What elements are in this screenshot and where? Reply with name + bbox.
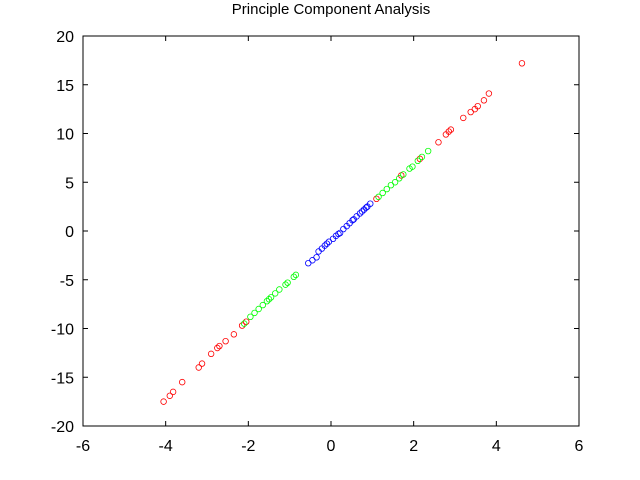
x-tick-label: -6 — [76, 438, 90, 455]
data-point — [349, 217, 356, 224]
data-point — [207, 350, 215, 358]
data-point — [305, 259, 312, 267]
data-point — [445, 128, 452, 135]
data-point — [424, 147, 432, 155]
data-point — [214, 344, 221, 352]
y-tick-label: -10 — [51, 322, 74, 339]
data-point — [480, 97, 488, 104]
data-point — [247, 313, 254, 320]
data-point — [350, 216, 357, 223]
data-point — [391, 179, 399, 186]
data-point — [284, 279, 291, 286]
data-point — [373, 195, 380, 203]
data-point — [447, 126, 455, 133]
plot-axes — [82, 35, 580, 427]
data-point — [358, 208, 366, 215]
x-tick-label: 0 — [327, 438, 336, 455]
data-point — [400, 171, 407, 178]
chart-title: Principle Component Analysis — [232, 1, 430, 18]
data-point — [340, 225, 347, 233]
series-2 — [305, 200, 374, 267]
data-point — [309, 257, 316, 264]
data-point — [216, 342, 223, 350]
data-point — [290, 273, 297, 281]
plot-frame — [82, 35, 580, 427]
data-point — [243, 318, 250, 325]
data-point — [367, 200, 374, 207]
data-point — [362, 204, 370, 211]
data-point — [409, 163, 416, 170]
data-point — [416, 155, 424, 163]
data-point — [222, 337, 229, 345]
y-tick-label: 0 — [65, 224, 74, 241]
data-point — [267, 294, 275, 301]
data-point — [474, 102, 481, 110]
data-point — [259, 301, 266, 309]
data-point — [169, 388, 177, 396]
data-point — [230, 331, 238, 338]
y-tick-label: -5 — [60, 273, 74, 290]
x-tick-label: -4 — [159, 438, 173, 455]
data-point — [265, 296, 273, 303]
data-point — [321, 242, 328, 249]
data-points — [160, 60, 526, 405]
data-point — [435, 139, 442, 146]
series-0 — [160, 60, 526, 405]
y-tick-label: -20 — [51, 419, 74, 436]
data-point — [467, 108, 474, 116]
data-point — [255, 305, 262, 313]
data-point — [379, 189, 386, 197]
data-point — [160, 398, 167, 405]
data-point — [166, 392, 173, 399]
data-point — [198, 360, 206, 367]
data-point — [292, 271, 300, 279]
data-point — [485, 90, 493, 97]
data-point — [387, 181, 395, 189]
data-point — [195, 364, 202, 371]
data-point — [282, 281, 289, 288]
data-point — [272, 290, 279, 297]
y-tick-label: 20 — [56, 29, 74, 46]
y-tick-label: 15 — [56, 78, 74, 95]
x-tick-label: 2 — [409, 438, 418, 455]
data-point — [238, 322, 246, 329]
data-point — [263, 298, 271, 305]
data-point — [460, 114, 467, 122]
data-point — [240, 320, 248, 327]
data-point — [178, 378, 186, 386]
data-point — [375, 193, 382, 201]
series-1 — [240, 147, 432, 327]
data-point — [315, 248, 322, 255]
x-tick-label: 4 — [492, 438, 501, 455]
data-point — [313, 254, 320, 261]
x-tick-label: -2 — [241, 438, 255, 455]
data-point — [518, 60, 526, 67]
y-tick-label: 5 — [65, 175, 74, 192]
data-point — [251, 309, 258, 317]
data-point — [396, 175, 403, 182]
y-tick-label: -15 — [51, 370, 74, 387]
data-point — [418, 153, 426, 161]
data-point — [335, 230, 342, 238]
data-point — [383, 185, 390, 193]
data-point — [325, 238, 333, 245]
data-point — [414, 157, 421, 164]
y-tick-label: 10 — [56, 127, 74, 144]
data-point — [276, 286, 283, 293]
x-tick-label: 6 — [575, 438, 584, 455]
data-point — [356, 210, 364, 217]
data-point — [323, 240, 331, 247]
data-point — [336, 229, 344, 237]
